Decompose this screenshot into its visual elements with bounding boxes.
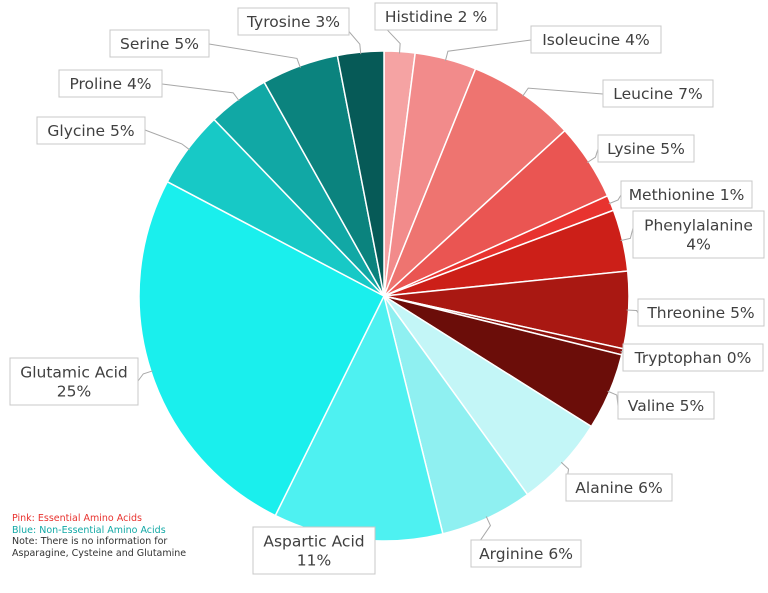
essential-note: Pink: Essential Amino Acids (12, 513, 142, 524)
label-text-tyrosine: Tyrosine 3% (246, 13, 340, 31)
label-text-phenylalanine: Phenylalanine (644, 217, 753, 235)
label-methionine: Methionine 1% (620, 180, 753, 209)
label-isoleucine: Isoleucine 4% (530, 25, 662, 54)
label-box-alanine (565, 473, 673, 502)
label-text-arginine: Arginine 6% (479, 545, 573, 563)
label-text-methionine: Methionine 1% (629, 186, 745, 204)
label-box-methionine (620, 180, 753, 209)
label-serine: Serine 5% (109, 29, 210, 58)
label-box-leucine (602, 79, 714, 108)
label-text-glycine: Glycine 5% (47, 122, 134, 140)
missing-data-note: Note: There is no information for Aspara… (12, 536, 187, 559)
leader-glutamic-acid (137, 370, 153, 382)
chart-notes: Pink: Essential Amino Acids Blue: Non-Es… (12, 513, 202, 559)
label-text-tryptophan: Tryptophan 0% (634, 349, 752, 367)
label-text-proline: Proline 4% (69, 75, 151, 93)
label-text-lysine: Lysine 5% (607, 140, 685, 158)
leader-glycine (144, 129, 191, 151)
label-arginine: Arginine 6% (470, 539, 582, 568)
leader-leucine (522, 87, 604, 97)
label-alanine: Alanine 6% (565, 473, 673, 502)
label-tryptophan: Tryptophan 0% (622, 343, 764, 372)
label-box-histidine (374, 2, 498, 31)
label-box-tryptophan (622, 343, 764, 372)
label-text-isoleucine: Isoleucine 4% (542, 31, 650, 49)
slice-labels: Histidine 2 % Isoleucine 4% Leucine 7% Lysi… (9, 2, 765, 575)
leader-serine (208, 43, 301, 69)
label-proline: Proline 4% (58, 69, 163, 98)
label-box-glycine (36, 116, 146, 145)
label-box-glutamic-acid (9, 357, 139, 406)
label-box-serine (109, 29, 210, 58)
label-box-threonine (637, 298, 765, 327)
label-valine: Valine 5% (617, 391, 715, 420)
label-text-aspartic-acid: Aspartic Acid (263, 533, 364, 551)
label-text-phenylalanine: 4% (686, 236, 711, 254)
label-text-valine: Valine 5% (628, 397, 704, 415)
label-box-lysine (597, 134, 695, 163)
label-box-arginine (470, 539, 582, 568)
label-tyrosine: Tyrosine 3% (237, 7, 350, 36)
leader-isoleucine (444, 39, 532, 62)
leader-lysine (586, 148, 599, 164)
label-lysine: Lysine 5% (597, 134, 695, 163)
non-essential-note: Blue: Non-Essential Amino Acids (12, 524, 166, 536)
label-text-alanine: Alanine 6% (575, 479, 662, 497)
label-glycine: Glycine 5% (36, 116, 146, 145)
label-box-aspartic-acid (252, 526, 376, 575)
label-box-valine (617, 391, 715, 420)
label-box-phenylalanine (632, 210, 765, 259)
label-text-aspartic-acid: 11% (297, 552, 331, 570)
label-text-histidine: Histidine 2 % (385, 8, 487, 26)
label-threonine: Threonine 5% (637, 298, 765, 327)
leader-methionine (608, 194, 622, 205)
label-text-glutamic-acid: Glutamic Acid (20, 364, 128, 382)
label-histidine: Histidine 2 % (374, 2, 498, 31)
label-box-proline (58, 69, 163, 98)
leader-phenylalanine (620, 227, 634, 242)
label-leucine: Leucine 7% (602, 79, 714, 108)
label-text-threonine: Threonine 5% (646, 304, 754, 322)
label-box-isoleucine (530, 25, 662, 54)
label-text-glutamic-acid: 25% (57, 383, 91, 401)
pie-slices (138, 50, 630, 542)
label-box-tyrosine (237, 7, 350, 36)
label-text-serine: Serine 5% (120, 35, 199, 53)
label-text-leucine: Leucine 7% (613, 85, 702, 103)
leader-proline (161, 83, 240, 102)
